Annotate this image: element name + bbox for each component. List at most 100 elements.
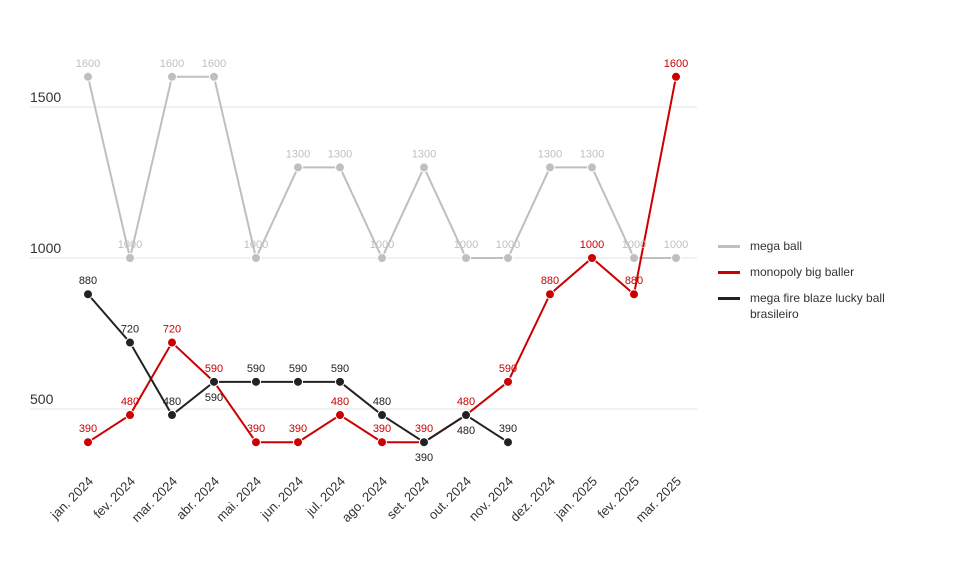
point [251, 376, 261, 387]
data-label: 1300 [328, 148, 352, 160]
point [83, 71, 93, 82]
legend-item: monopoly big baller [718, 264, 908, 280]
point [461, 410, 471, 421]
point [377, 437, 387, 448]
data-label: 480 [457, 425, 475, 437]
data-label: 1600 [664, 58, 688, 70]
data-label: 590 [499, 363, 517, 375]
point [461, 253, 471, 263]
point [125, 410, 135, 421]
legend-label: mega ball [750, 239, 803, 253]
legend-swatch [718, 297, 740, 300]
data-label: 1600 [160, 58, 184, 70]
y-tick-label: 500 [30, 391, 54, 407]
x-tick-label: mai. 2024 [213, 474, 264, 525]
x-tick-label: set. 2024 [384, 474, 432, 522]
data-label: 880 [79, 275, 97, 287]
point [167, 410, 177, 421]
data-label: 1000 [622, 239, 646, 251]
x-tick-label: jun. 2024 [257, 474, 306, 523]
data-label: 1000 [370, 239, 394, 251]
point [335, 376, 345, 387]
point [629, 253, 639, 263]
data-label: 480 [121, 396, 139, 408]
point [167, 337, 177, 348]
point [83, 289, 93, 300]
data-label: 480 [331, 396, 349, 408]
data-label: 390 [373, 423, 391, 435]
point [377, 410, 387, 421]
data-label: 1300 [286, 148, 310, 160]
point [503, 253, 513, 263]
data-label: 390 [289, 423, 307, 435]
point [209, 376, 219, 387]
data-label: 590 [331, 363, 349, 375]
data-label: 1000 [664, 239, 688, 251]
point [125, 253, 135, 263]
data-label: 390 [247, 423, 265, 435]
data-label: 1000 [454, 239, 478, 251]
legend-label: mega fire blaze lucky ball brasileiro [750, 291, 885, 321]
data-label: 1000 [496, 239, 520, 251]
data-label: 590 [205, 363, 223, 375]
point [587, 162, 597, 173]
x-tick-label: ago. 2024 [339, 474, 391, 526]
x-tick-label: jan. 2024 [47, 474, 96, 523]
data-label: 590 [289, 363, 307, 375]
point [251, 437, 261, 448]
data-label: 390 [415, 423, 433, 435]
data-label: 390 [79, 423, 97, 435]
point [125, 337, 135, 348]
point [251, 253, 261, 263]
data-label: 880 [625, 275, 643, 287]
data-label: 1000 [244, 239, 268, 251]
legend-label: monopoly big baller [750, 265, 855, 279]
data-label: 590 [247, 363, 265, 375]
point [503, 376, 513, 387]
point [545, 162, 555, 173]
point [209, 71, 219, 82]
data-label: 1000 [580, 239, 604, 251]
point [545, 289, 555, 300]
x-tick-label: dez. 2024 [507, 474, 558, 525]
data-label: 480 [163, 396, 181, 408]
data-label: 1600 [76, 58, 100, 70]
point [335, 410, 345, 421]
point [335, 162, 345, 173]
point [293, 162, 303, 173]
point [419, 437, 429, 448]
point [377, 253, 387, 263]
data-label: 720 [121, 324, 139, 336]
data-label: 880 [541, 275, 559, 287]
data-label: 720 [163, 324, 181, 336]
point [629, 289, 639, 300]
point [671, 253, 681, 263]
point [293, 376, 303, 387]
legend-swatch [718, 271, 740, 274]
point [587, 253, 597, 263]
point [293, 437, 303, 448]
point [167, 71, 177, 82]
legend-item: mega fire blaze lucky ball brasileiro [718, 290, 908, 322]
point [503, 437, 513, 448]
x-tick-label: mar. 2025 [633, 474, 684, 525]
legend: mega ball monopoly big baller mega fire bl… [718, 238, 908, 332]
data-label: 1000 [118, 239, 142, 251]
point [671, 71, 681, 82]
legend-swatch [718, 245, 740, 248]
data-label: 1300 [538, 148, 562, 160]
data-label: 480 [457, 396, 475, 408]
data-label: 1300 [412, 148, 436, 160]
y-tick-label: 1500 [30, 89, 61, 105]
data-label: 390 [499, 423, 517, 435]
y-tick-label: 1000 [30, 240, 61, 256]
data-label: 1600 [202, 58, 226, 70]
point [419, 162, 429, 173]
data-label: 590 [205, 392, 223, 404]
data-label: 480 [373, 396, 391, 408]
data-label: 390 [415, 452, 433, 464]
x-tick-label: mar. 2024 [129, 474, 180, 525]
point [83, 437, 93, 448]
